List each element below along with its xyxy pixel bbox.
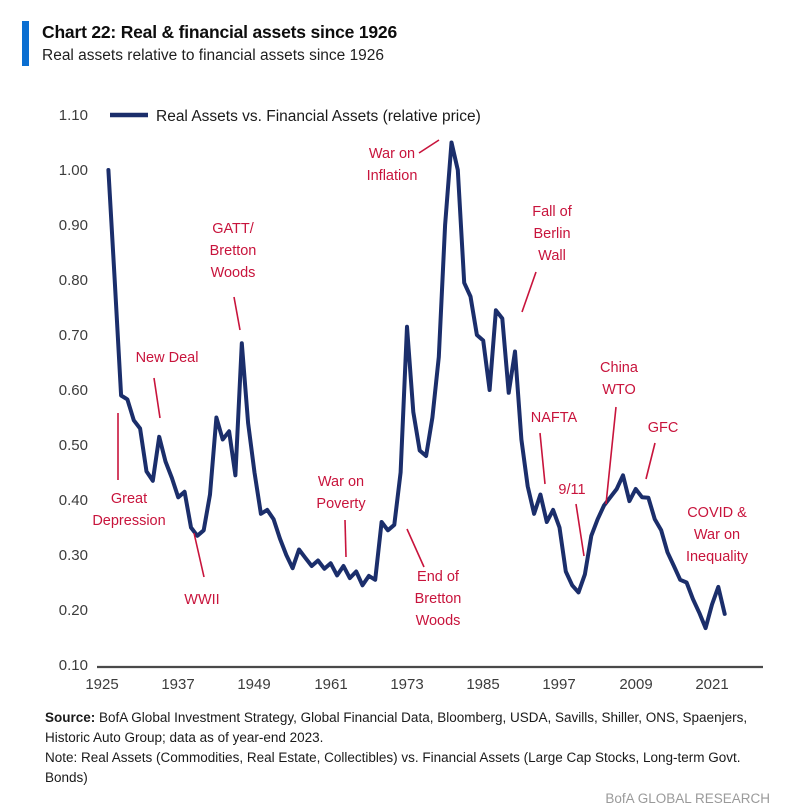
annotation-pointer-end-of-bretton-woods: [406, 528, 425, 568]
source-text: BofA Global Investment Strategy, Global …: [45, 710, 748, 745]
annotation-pointer-war-on-inflation: [418, 139, 440, 154]
annotation-pointer-gatt-bretton-woods: [233, 296, 241, 331]
y-tick-label: 0.10: [59, 657, 88, 674]
annotation-war-on-inflation: War on Inflation: [367, 146, 418, 184]
y-tick-label: 0.90: [59, 217, 88, 234]
annotation-pointer-nafta: [539, 432, 546, 485]
x-tick-label: 1949: [237, 676, 270, 693]
y-tick-label: 1.10: [59, 107, 88, 124]
x-tick-label: 1937: [161, 676, 194, 693]
footer: Source: BofA Global Investment Strategy,…: [45, 708, 770, 804]
y-tick-label: 0.80: [59, 272, 88, 289]
annotation-pointer-new-deal: [153, 377, 161, 419]
annotation-wwii: WWII: [184, 592, 219, 608]
source-label: Source:: [45, 710, 96, 725]
annotation-war-on-poverty: War on Poverty: [316, 474, 366, 512]
annotation-pointer-china-wto: [605, 406, 617, 505]
price-line: [106, 140, 727, 631]
page-subtitle: Real assets relative to financial assets…: [42, 47, 385, 64]
event-annotations: Great Depression New Deal WWII GATT/Bretton W…: [92, 139, 749, 629]
y-tick-label: 0.40: [59, 492, 88, 509]
annotation-nine-eleven: 9/11: [558, 482, 585, 498]
annotation-gfc: GFC: [648, 420, 679, 436]
legend: Real Assets vs. Financial Assets (relati…: [110, 108, 481, 125]
y-tick-label: 0.70: [59, 327, 88, 344]
annotation-pointer-nine-eleven: [575, 503, 585, 557]
legend-label: Real Assets vs. Financial Assets (relati…: [156, 108, 481, 125]
x-tick-label: 1997: [542, 676, 575, 693]
annotation-new-deal: New Deal: [136, 350, 199, 366]
y-tick-label: 0.30: [59, 547, 88, 564]
x-axis-tick-labels: 1925 1937 1949 1961 1973 1985 1997 2009 2021: [85, 676, 728, 693]
annotation-gatt-bretton-woods: GATT/Bretton Woods: [210, 221, 257, 281]
y-tick-label: 1.00: [59, 162, 88, 179]
x-tick-label: 1925: [85, 676, 118, 693]
annotation-fall-of-berlin-wall: Fall of Berlin Wall: [532, 204, 572, 264]
methodology-note: Note: Real Assets (Commodities, Real Est…: [45, 750, 741, 785]
x-tick-label: 1985: [466, 676, 499, 693]
x-tick-label: 2009: [619, 676, 652, 693]
y-tick-label: 0.20: [59, 602, 88, 619]
annotation-covid-war-on-inequality: COVID & War on Inequality: [686, 505, 749, 565]
annotation-pointer-gfc: [645, 442, 656, 480]
annotation-nafta: NAFTA: [531, 410, 578, 426]
brand-credit: BofA GLOBAL RESEARCH: [605, 791, 770, 804]
annotation-pointer-fall-of-berlin-wall: [521, 271, 537, 313]
source-note: Source: BofA Global Investment Strategy,…: [45, 708, 770, 748]
x-tick-label: 1961: [314, 676, 347, 693]
page-title: Chart 22: Real & financial assets since …: [42, 22, 397, 42]
annotation-pointer-wwii: [193, 532, 205, 578]
x-tick-label: 2021: [695, 676, 728, 693]
annotation-pointer-war-on-poverty: [344, 519, 347, 558]
annotation-china-wto: China WTO: [600, 360, 639, 398]
annotation-end-of-bretton-woods: End of Bretton Woods: [415, 569, 462, 629]
y-tick-label: 0.50: [59, 437, 88, 454]
y-axis-tick-labels: 1.10 1.00 0.90 0.80 0.70 0.60 0.50 0.40 0.30 0.20…: [59, 107, 88, 674]
annotation-great-depression: Great Depression: [92, 491, 165, 529]
y-tick-label: 0.60: [59, 382, 88, 399]
chart-header: Chart 22: Real & financial assets since …: [22, 21, 397, 66]
line-chart: 1.10 1.00 0.90 0.80 0.70 0.60 0.50 0.40 0.30 0.20…: [59, 107, 763, 693]
x-tick-label: 1973: [390, 676, 423, 693]
